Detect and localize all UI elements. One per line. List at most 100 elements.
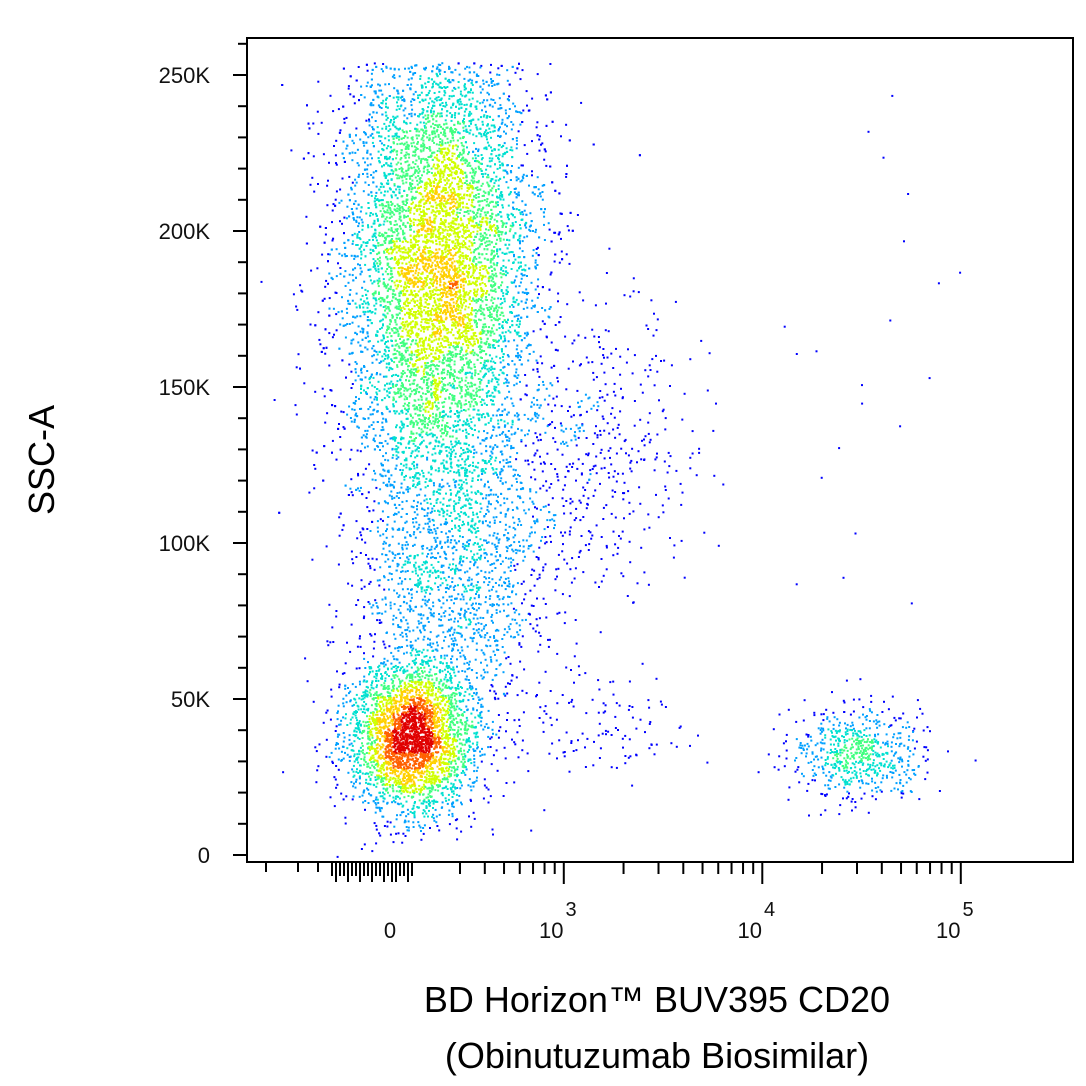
event-dot (378, 89, 381, 92)
event-dot (381, 183, 383, 186)
event-dot (446, 482, 449, 485)
event-dot (414, 163, 417, 165)
event-dot (376, 372, 378, 374)
event-dot (384, 248, 387, 251)
event-dot (441, 228, 444, 231)
event-dot (486, 138, 488, 141)
event-dot (353, 232, 356, 235)
event-dot (491, 157, 494, 160)
event-dot (391, 314, 394, 317)
event-dot (497, 297, 500, 300)
event-dot (436, 498, 439, 501)
event-dot (453, 399, 456, 402)
event-dot (423, 222, 425, 225)
event-dot (446, 137, 449, 140)
event-dot (420, 329, 423, 332)
event-dot (516, 143, 518, 146)
event-dot (404, 238, 407, 241)
event-dot (385, 147, 388, 150)
event-dot (380, 191, 383, 194)
event-dot (385, 286, 388, 289)
event-dot (405, 409, 408, 412)
event-dot (361, 286, 364, 289)
event-dot (427, 263, 430, 265)
event-dot (437, 195, 440, 198)
event-dot (466, 255, 469, 258)
event-dot (445, 260, 448, 263)
event-dot (389, 212, 392, 215)
event-dot (423, 416, 426, 419)
event-dot (497, 419, 500, 422)
event-dot (489, 343, 492, 346)
event-dot (423, 499, 426, 502)
event-dot (347, 302, 350, 305)
event-dot (509, 455, 512, 458)
event-dot (422, 392, 424, 395)
event-dot (385, 97, 388, 100)
event-dot (437, 83, 440, 86)
event-dot (446, 290, 449, 293)
event-dot (423, 318, 426, 321)
event-dot (491, 434, 494, 437)
event-dot (452, 558, 455, 561)
event-dot (354, 267, 357, 270)
event-dot (463, 292, 466, 294)
event-dot (511, 419, 514, 422)
event-dot (390, 149, 393, 152)
event-dot (490, 80, 493, 83)
event-dot (438, 210, 441, 213)
event-dot (454, 194, 457, 196)
event-dot (461, 358, 464, 361)
event-dot (428, 137, 431, 140)
event-dot (471, 471, 474, 474)
event-dot (451, 114, 454, 117)
event-dot (345, 116, 348, 119)
event-dot (501, 324, 504, 327)
event-dot (359, 210, 362, 213)
event-dot (425, 132, 428, 135)
event-dot (493, 182, 496, 185)
event-dot (432, 433, 435, 436)
event-dot (373, 304, 376, 307)
event-dot (390, 358, 393, 361)
event-dot (471, 79, 474, 82)
event-dot (380, 319, 383, 322)
event-dot (534, 304, 536, 307)
event-dot (386, 329, 388, 332)
event-dot (413, 393, 416, 396)
event-dot (490, 316, 493, 318)
event-dot (395, 383, 398, 386)
event-dot (491, 305, 494, 308)
event-dot (464, 293, 467, 295)
event-dot (437, 314, 440, 317)
event-dot (416, 423, 419, 426)
event-dot (390, 239, 392, 242)
event-dot (493, 218, 496, 221)
event-dot (481, 101, 484, 104)
event-dot (460, 395, 463, 398)
event-dot (446, 295, 449, 298)
event-dot (519, 180, 522, 183)
event-dot (491, 258, 494, 261)
event-dot (393, 135, 396, 138)
event-dot (490, 249, 493, 252)
event-dot (387, 340, 389, 343)
event-dot (485, 148, 488, 151)
event-dot (413, 224, 415, 226)
event-dot (499, 473, 502, 476)
event-dot (463, 104, 466, 106)
event-dot (428, 89, 431, 92)
event-dot (387, 459, 390, 462)
event-dot (464, 371, 467, 374)
event-dot (415, 392, 417, 395)
event-dot (431, 82, 434, 85)
event-dot (384, 218, 387, 221)
event-dot (432, 276, 435, 279)
event-dot (384, 137, 387, 140)
event-dot (450, 342, 452, 345)
event-dot (370, 194, 373, 197)
event-dot (433, 221, 436, 224)
event-dot (399, 158, 402, 161)
event-dot (469, 209, 472, 212)
event-dot (605, 302, 607, 305)
